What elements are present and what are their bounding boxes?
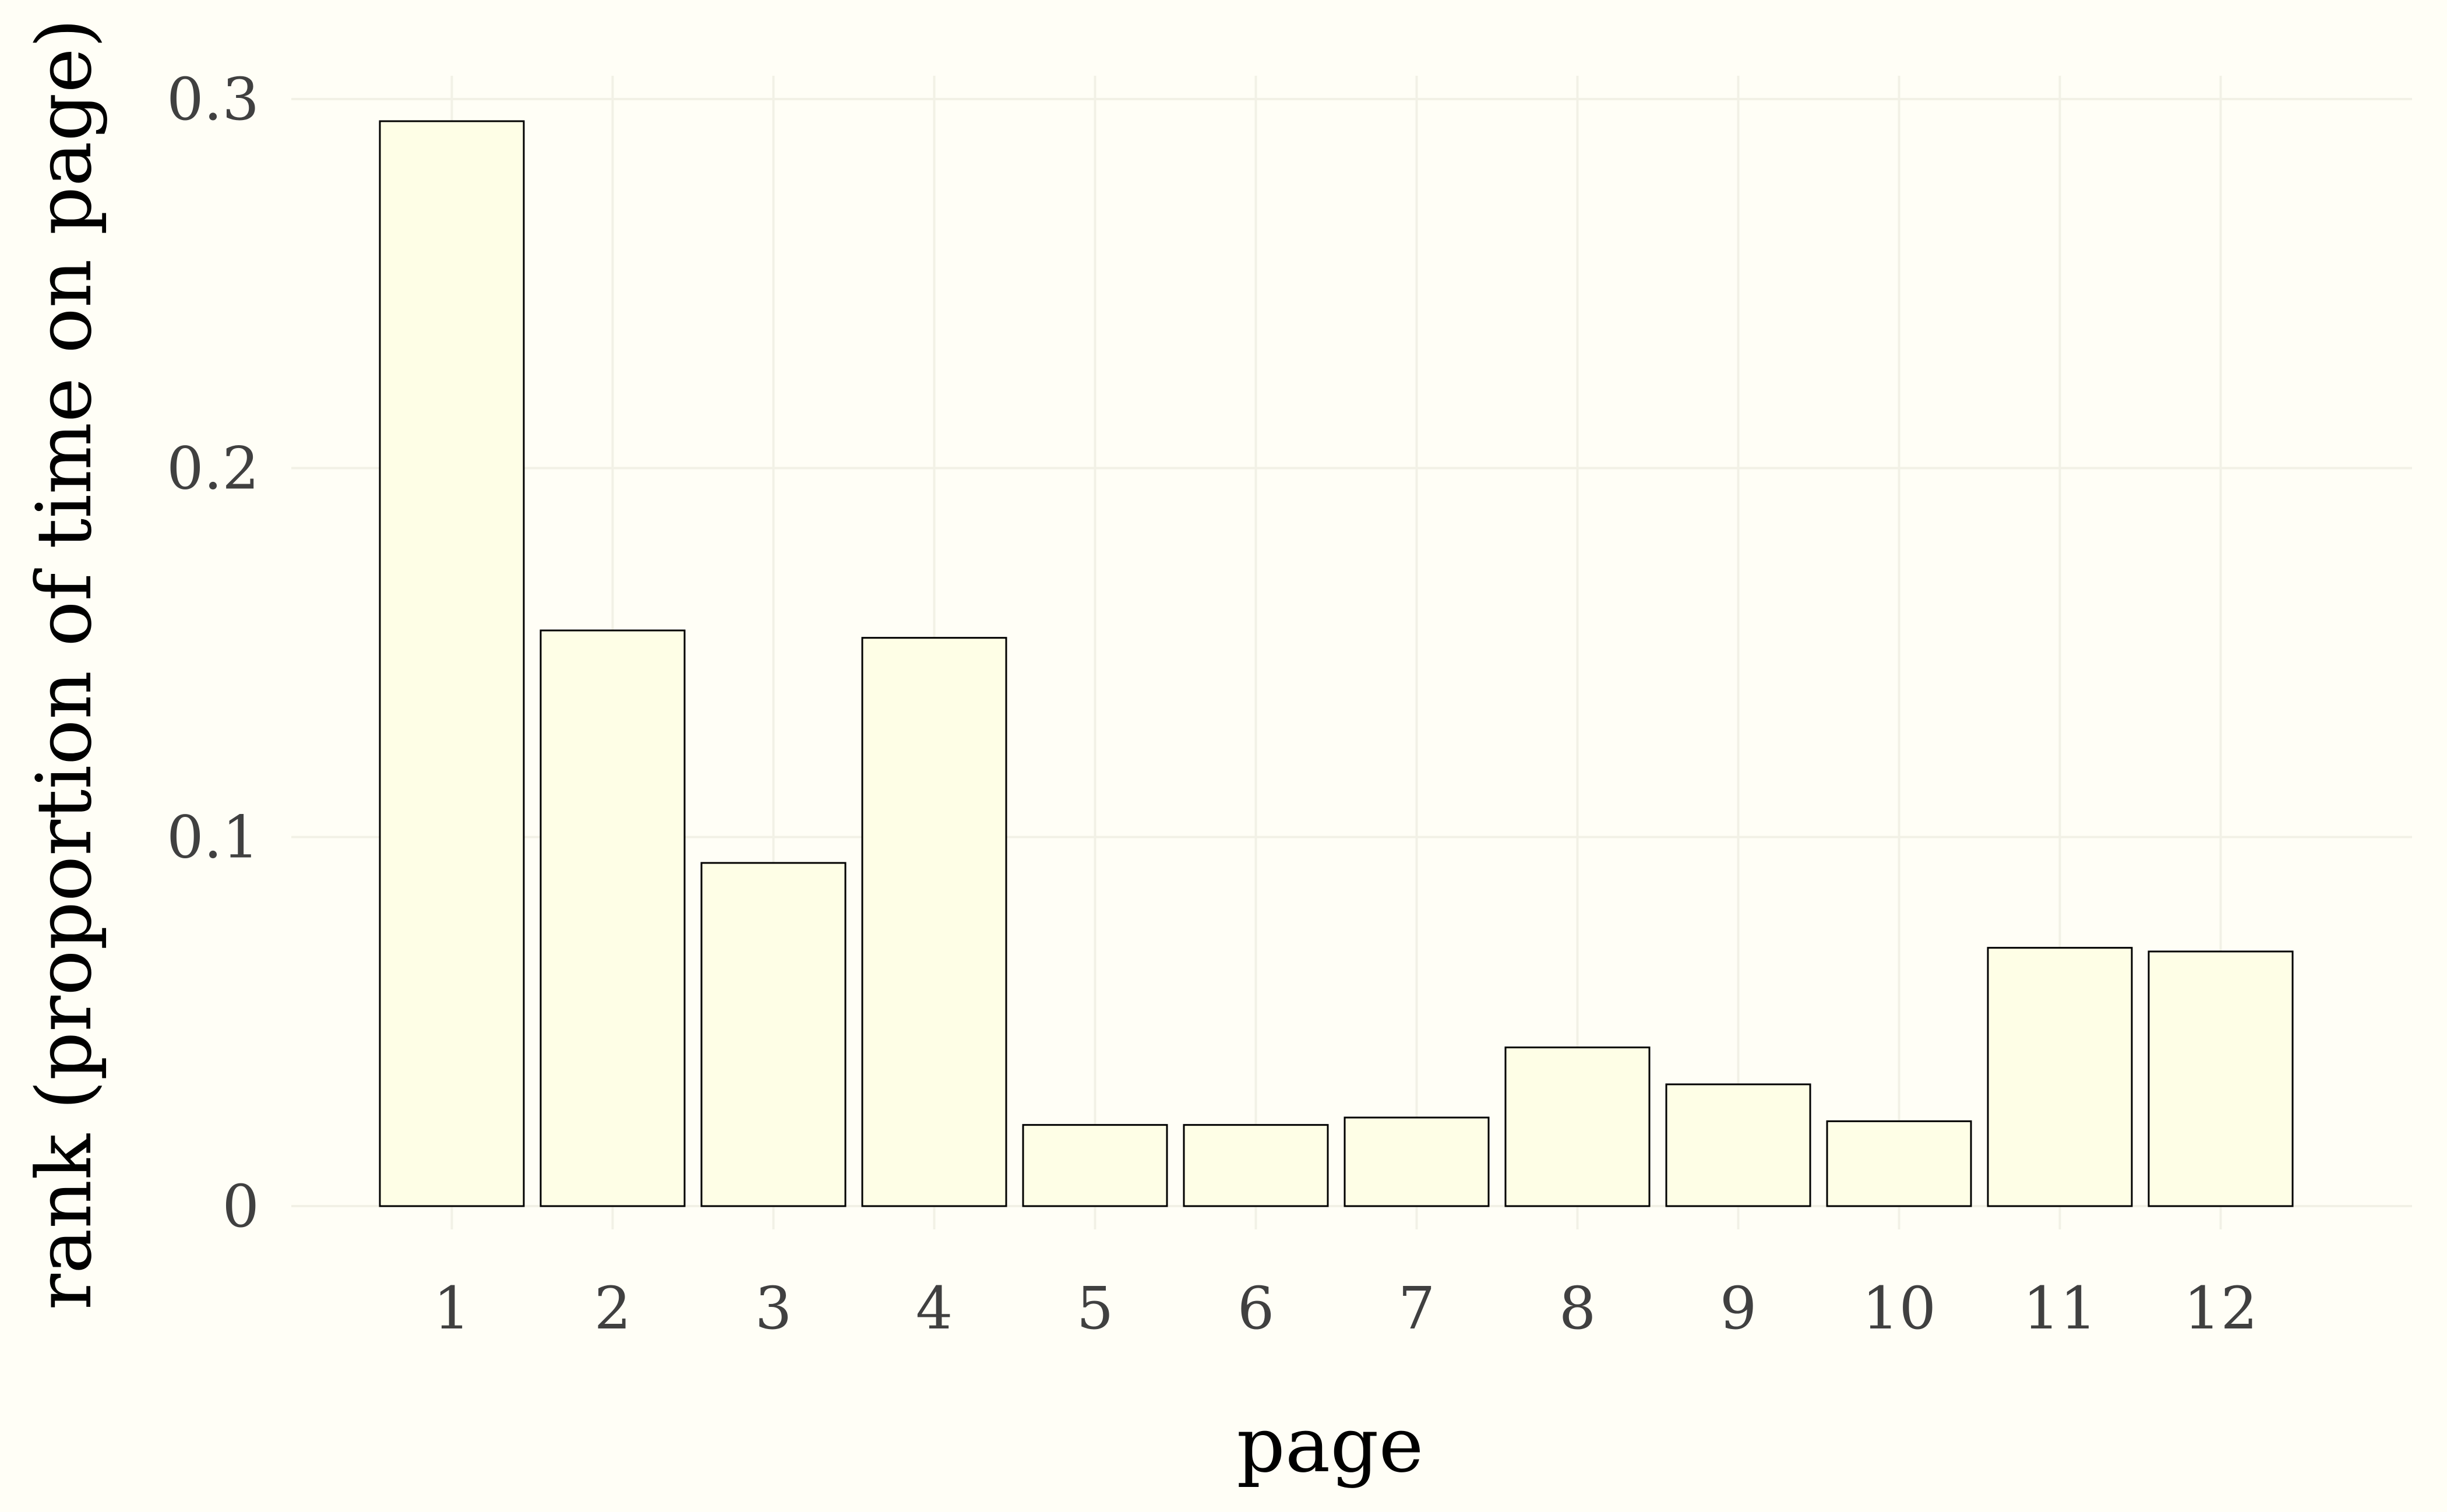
bar-page-1: [379, 120, 525, 1207]
x-tick-label: 11: [2023, 1274, 2097, 1342]
bar-page-5: [1022, 1124, 1168, 1207]
x-tick-label: 10: [1862, 1274, 1936, 1342]
x-tick-label: 8: [1559, 1274, 1596, 1342]
bar-page-2: [540, 629, 686, 1207]
x-tick-label: 2: [594, 1274, 632, 1342]
bar-page-10: [1826, 1120, 1972, 1207]
y-tick-label: 0.1: [167, 803, 259, 872]
x-tick-label: 4: [916, 1274, 953, 1342]
y-axis-title: rank (proportion of time on page): [20, 19, 108, 1310]
x-tick-label: 5: [1077, 1274, 1114, 1342]
bar-page-8: [1504, 1046, 1651, 1207]
bars: [379, 120, 2294, 1207]
bar-page-11: [1987, 947, 2133, 1207]
y-tick-labels: 0 0.1 0.2 0.3: [167, 65, 259, 1240]
bar-page-3: [700, 862, 847, 1207]
bar-page-6: [1183, 1124, 1329, 1207]
bar-page-12: [2148, 950, 2294, 1207]
x-tick-label: 6: [1237, 1274, 1275, 1342]
x-tick-label: 7: [1398, 1274, 1436, 1342]
x-tick-label: 12: [2184, 1274, 2258, 1342]
x-tick-label: 1: [433, 1274, 471, 1342]
y-tick-label: 0: [222, 1172, 259, 1240]
y-tick-label: 0.2: [167, 434, 259, 502]
x-tick-label: 9: [1720, 1274, 1757, 1342]
y-tick-label: 0.3: [167, 65, 259, 133]
bar-page-4: [861, 637, 1007, 1207]
x-tick-label: 3: [755, 1274, 792, 1342]
x-axis-title: page: [1237, 1401, 1424, 1489]
x-tick-labels: 1 2 3 4 5 6 7 8 9 10 11 12: [433, 1274, 2258, 1342]
bar-page-7: [1344, 1116, 1490, 1207]
bar-page-9: [1665, 1083, 1811, 1207]
